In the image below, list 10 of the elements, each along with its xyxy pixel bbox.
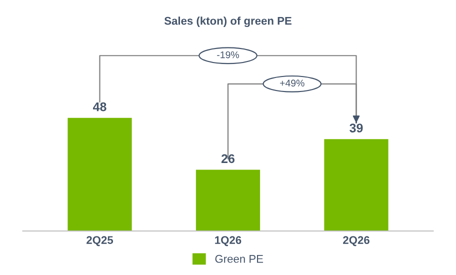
chart-title: Sales (kton) of green PE bbox=[164, 16, 292, 28]
legend-label: Green PE bbox=[215, 254, 264, 263]
text: -19% bbox=[217, 51, 240, 58]
data-label: 48 bbox=[92, 102, 106, 112]
text: +49% bbox=[280, 80, 304, 87]
data-label: 26 bbox=[221, 154, 234, 164]
x-tick-label: 2Q25 bbox=[86, 236, 114, 246]
x-tick-label: 1Q26 bbox=[215, 236, 242, 246]
data-label: 39 bbox=[350, 124, 363, 132]
x-tick-label: 2Q26 bbox=[343, 236, 370, 246]
